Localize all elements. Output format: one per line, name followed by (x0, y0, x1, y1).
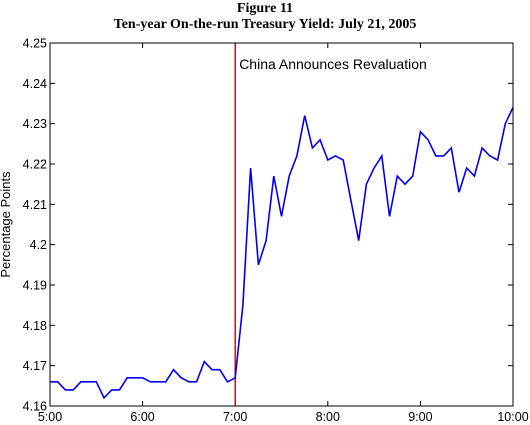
y-tick-label: 4.17 (23, 359, 47, 373)
x-tick-label: 5:00 (38, 410, 62, 424)
y-tick-label: 4.24 (23, 77, 47, 91)
plot-frame (49, 42, 514, 407)
y-tick-label: 4.25 (23, 37, 47, 51)
y-tick-label: 4.23 (23, 117, 47, 131)
x-tick-label: 7:00 (223, 410, 247, 424)
x-tick-label: 6:00 (130, 410, 154, 424)
x-tick-label: 10:00 (497, 410, 528, 424)
yield-series-line (50, 107, 514, 400)
figure-number: Figure 11 (236, 1, 294, 16)
y-axis-label: Percentage Points (0, 171, 13, 278)
revaluation-annotation: China Announces Revaluation (239, 56, 427, 72)
y-tick-label: 4.2 (30, 238, 47, 252)
x-tick-label: 9:00 (408, 410, 432, 424)
chart-title: Ten-year On-the-run Treasury Yield: July… (113, 17, 417, 32)
x-tick-label: 8:00 (316, 410, 340, 424)
y-tick-label: 4.16 (23, 400, 47, 414)
y-tick-label: 4.18 (23, 319, 47, 333)
y-tick-label: 4.22 (23, 158, 47, 172)
y-tick-label: 4.21 (23, 198, 47, 212)
y-tick-label: 4.19 (23, 279, 47, 293)
